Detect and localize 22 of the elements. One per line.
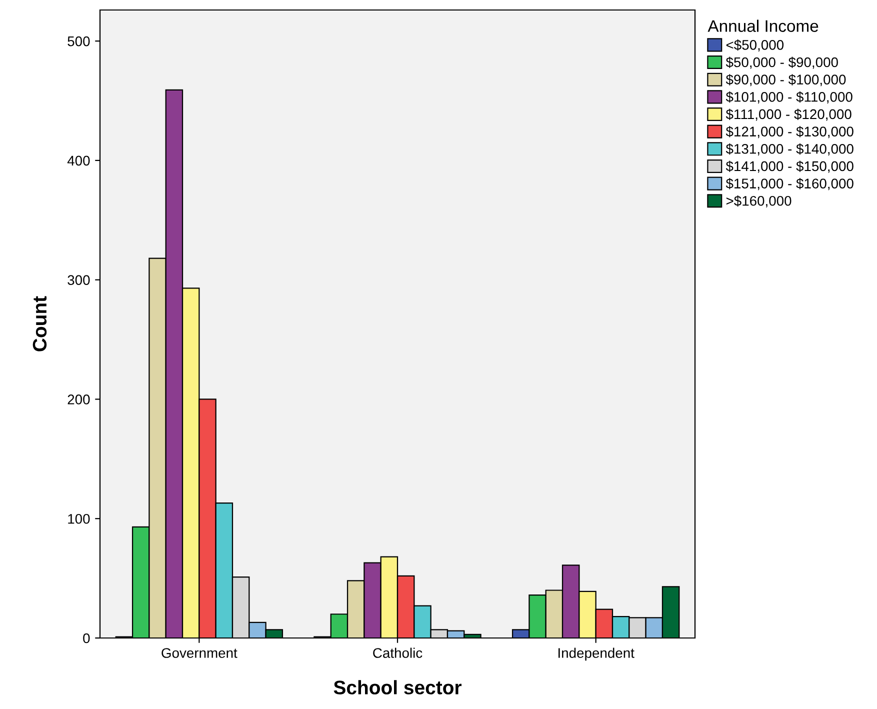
- x-tick-label: Catholic: [373, 648, 422, 658]
- legend-label: $111,000 - $120,000: [726, 108, 852, 121]
- x-tick-label: Government: [162, 648, 238, 658]
- legend-label: $141,000 - $150,000: [726, 160, 854, 173]
- legend-label: $131,000 - $140,000: [726, 143, 854, 156]
- legend-label: $90,000 - $100,000: [726, 74, 846, 86]
- y-tick-label: 300: [68, 275, 90, 285]
- x-axis-title: School sector: [334, 680, 462, 694]
- legend-label: $50,000 - $90,000: [726, 56, 838, 69]
- y-tick-label: 200: [68, 394, 90, 404]
- legend-label: <$50,000: [726, 39, 784, 52]
- legend-label: $121,000 - $130,000: [726, 126, 854, 138]
- legend-title: Annual Income: [708, 20, 818, 32]
- y-axis-title: Count: [32, 296, 47, 352]
- y-tick-label: 400: [67, 156, 90, 166]
- y-tick-label: 500: [68, 36, 90, 46]
- legend-label: >$160,000: [726, 195, 792, 208]
- y-tick-label: 0: [83, 633, 90, 644]
- x-tick-label: Independent: [558, 648, 634, 661]
- y-tick-label: 100: [68, 514, 90, 524]
- legend-label: $151,000 - $160,000: [726, 178, 854, 190]
- legend-label: $101,000 - $110,000: [726, 91, 852, 104]
